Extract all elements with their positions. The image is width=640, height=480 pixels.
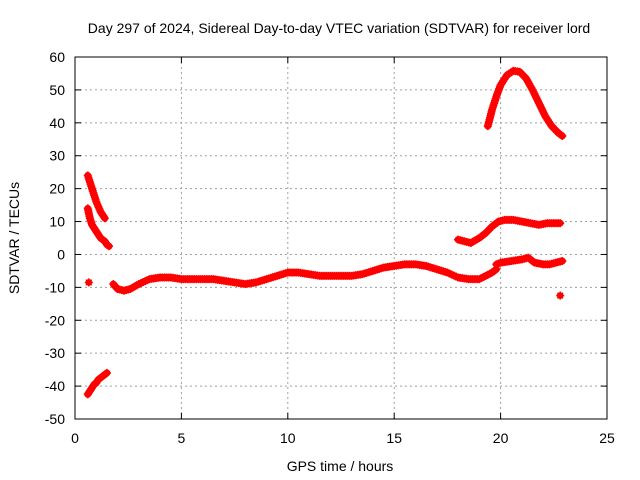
- x-tick-label: 0: [71, 430, 79, 446]
- data-point-marker: [85, 279, 92, 286]
- data-points: [83, 66, 567, 399]
- chart-title: Day 297 of 2024, Sidereal Day-to-day VTE…: [88, 20, 590, 36]
- y-tick-label: -10: [45, 279, 65, 295]
- x-axis-label: GPS time / hours: [287, 458, 394, 474]
- y-tick-label: 60: [49, 49, 65, 65]
- series-track-h-late-high: [483, 66, 567, 140]
- y-tick-label: 10: [49, 214, 65, 230]
- series-track-c-early-low: [83, 368, 111, 399]
- data-point-marker: [557, 292, 564, 299]
- y-tick-label: -50: [45, 411, 65, 427]
- x-tick-label: 10: [280, 430, 296, 446]
- axis-ticks: 0 5 10 15 20 25 -50 -40 -30 -20 -10 0 10 20 30 40 50 60: [45, 49, 615, 446]
- plot-frame: [74, 56, 608, 420]
- series-track-a-early-high: [83, 171, 109, 223]
- y-tick-label: 50: [49, 82, 65, 98]
- y-tick-label: -40: [45, 378, 65, 394]
- x-tick-label: 25: [599, 430, 615, 446]
- y-tick-label: -20: [45, 312, 65, 328]
- x-tick-label: 15: [386, 430, 402, 446]
- series-track-e-main: [109, 260, 501, 295]
- y-axis-label: SDTVAR / TECUs: [6, 182, 22, 294]
- series-track-f-late-low: [492, 253, 567, 269]
- grid-lines: [75, 57, 607, 419]
- y-tick-label: 40: [49, 115, 65, 131]
- y-tick-label: 20: [49, 181, 65, 197]
- x-tick-label: 5: [178, 430, 186, 446]
- series-track-b-early-mid: [83, 204, 114, 251]
- series-track-g-late-mid: [454, 215, 565, 247]
- series-track-d-isolated: [84, 278, 93, 287]
- y-tick-label: -30: [45, 345, 65, 361]
- series-track-i-late-isolated: [556, 291, 565, 300]
- y-tick-label: 30: [49, 148, 65, 164]
- x-tick-label: 20: [493, 430, 509, 446]
- y-tick-label: 0: [57, 246, 65, 262]
